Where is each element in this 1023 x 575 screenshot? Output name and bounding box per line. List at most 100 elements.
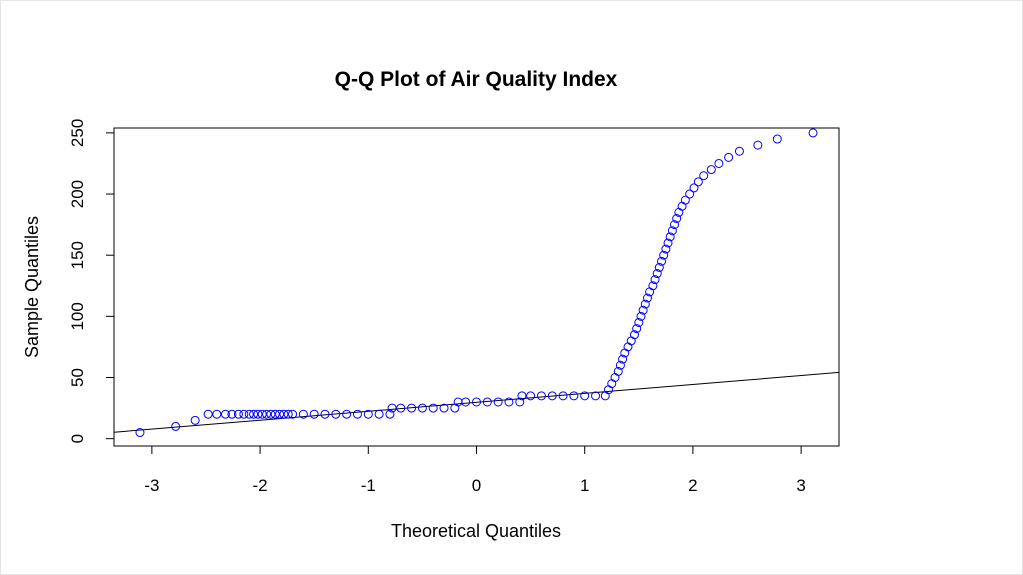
data-point (407, 403, 417, 413)
y-tick-label: 50 (68, 368, 87, 387)
data-point (203, 409, 213, 419)
x-axis-label: Theoretical Quantiles (391, 521, 561, 541)
data-point (600, 391, 610, 401)
data-point (652, 269, 662, 279)
data-point (387, 403, 397, 413)
data-point (724, 152, 734, 162)
data-point (253, 409, 263, 419)
data-point (667, 226, 677, 236)
data-point (693, 177, 703, 187)
data-point (629, 330, 639, 340)
data-point (610, 373, 620, 383)
data-point (275, 409, 285, 419)
y-tick-label: 200 (68, 180, 87, 208)
y-axis-label: Sample Quantiles (22, 216, 42, 358)
data-point (618, 354, 628, 364)
x-tick-label: -2 (253, 476, 268, 495)
data-point (648, 281, 658, 291)
data-point (706, 165, 716, 175)
data-point (591, 391, 601, 401)
data-point (632, 324, 642, 334)
data-point (396, 403, 406, 413)
data-point (331, 409, 341, 419)
data-point (461, 397, 471, 407)
y-tick-label: 0 (68, 434, 87, 443)
data-point (634, 317, 644, 327)
data-point (190, 415, 200, 425)
data-point (428, 403, 438, 413)
data-point (772, 134, 782, 144)
data-point (227, 409, 237, 419)
data-point (536, 391, 546, 401)
data-point (663, 238, 673, 248)
data-point (212, 409, 222, 419)
data-point (385, 409, 395, 419)
data-point (569, 391, 579, 401)
x-tick-label: -1 (361, 476, 376, 495)
data-point (283, 409, 293, 419)
data-point (640, 299, 650, 309)
data-point (623, 342, 633, 352)
data-point (504, 397, 514, 407)
data-point (266, 409, 276, 419)
data-point (450, 403, 460, 413)
data-point (642, 293, 652, 303)
data-point (233, 409, 243, 419)
data-point (607, 379, 617, 389)
data-point (808, 128, 818, 138)
x-tick-label: 3 (796, 476, 805, 495)
x-tick-label: 0 (472, 476, 481, 495)
chart-title: Q-Q Plot of Air Quality Index (335, 68, 618, 91)
data-point (453, 397, 463, 407)
data-point (239, 409, 249, 419)
data-point (526, 391, 536, 401)
data-point (689, 183, 699, 193)
data-point (482, 397, 492, 407)
data-point (363, 409, 373, 419)
data-point (547, 391, 557, 401)
x-tick-label: 2 (688, 476, 697, 495)
data-point (342, 409, 352, 419)
data-point (288, 409, 298, 419)
data-point (672, 214, 682, 224)
x-tick-label: 1 (580, 476, 589, 495)
data-point (680, 195, 690, 205)
points-layer (135, 128, 818, 438)
data-point (654, 262, 664, 272)
reference-line (113, 371, 840, 433)
data-point (615, 360, 625, 370)
data-point (515, 397, 525, 407)
data-point (613, 366, 623, 376)
data-point (665, 232, 675, 242)
x-tick-label: -3 (144, 476, 159, 495)
data-point (657, 256, 667, 266)
data-point (685, 189, 695, 199)
data-point (249, 409, 259, 419)
data-point (262, 409, 272, 419)
data-point (517, 391, 527, 401)
y-axis: 0 50 100 150 200 250 (68, 119, 115, 443)
data-point (244, 409, 254, 419)
data-point (558, 391, 568, 401)
data-point (220, 409, 230, 419)
data-point (753, 140, 763, 150)
y-tick-label: 150 (68, 241, 87, 269)
y-tick-label: 100 (68, 302, 87, 330)
data-point (626, 336, 636, 346)
data-point (270, 409, 280, 419)
data-point (604, 385, 614, 395)
data-point (677, 201, 687, 211)
data-point (279, 409, 289, 419)
data-point (417, 403, 427, 413)
data-point (374, 409, 384, 419)
data-point (650, 275, 660, 285)
data-point (659, 250, 669, 260)
data-point (734, 146, 744, 156)
data-point (309, 409, 319, 419)
data-point (580, 391, 590, 401)
y-tick-label: 250 (68, 119, 87, 147)
data-point (171, 421, 181, 431)
data-point (439, 403, 449, 413)
